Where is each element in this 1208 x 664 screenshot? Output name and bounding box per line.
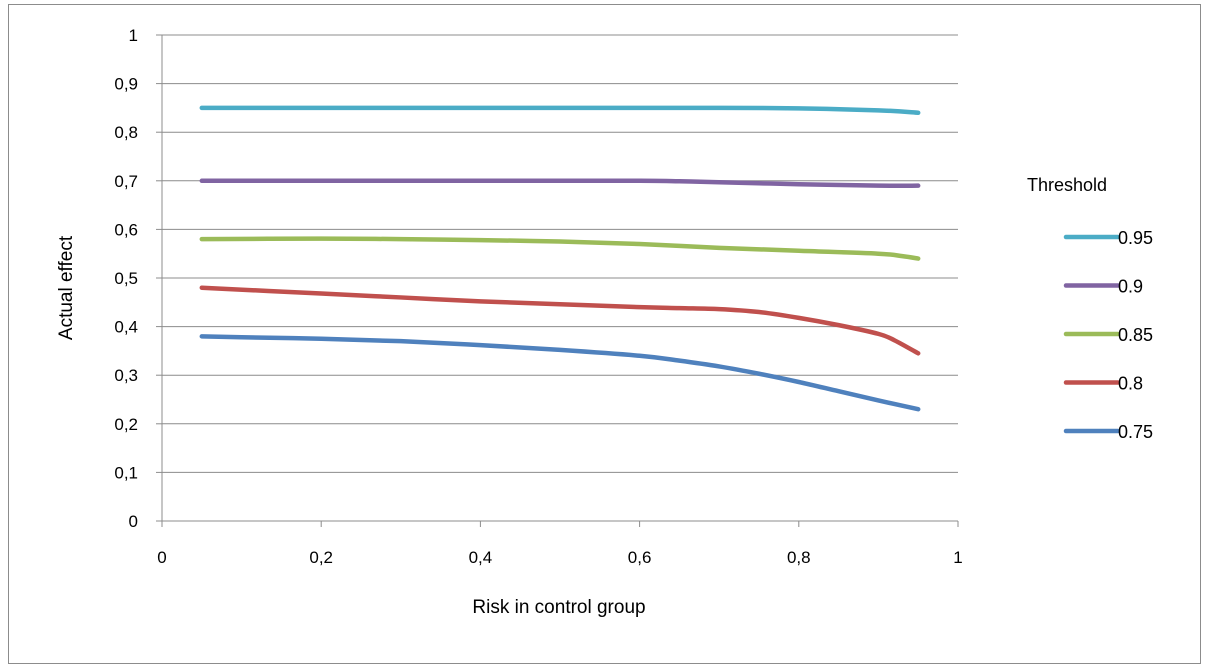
y-tick-label: 0,1	[114, 463, 138, 482]
tick-labels: 0 0,1 0,2 0,3 0,4 0,5 0,6 0,7 0,8 0,9 1 0 0,2 0,4 0,6 0…	[114, 26, 962, 567]
axes	[156, 34, 959, 527]
legend-label-0-85: 0.85	[1118, 325, 1153, 345]
legend-label-0-75: 0.75	[1118, 422, 1153, 442]
y-tick-label: 0,5	[114, 269, 138, 288]
y-tick-label: 0,3	[114, 366, 138, 385]
y-tick-label: 0	[129, 512, 138, 531]
gridlines	[162, 34, 958, 473]
legend-label-0-9: 0.9	[1118, 277, 1143, 297]
series-line-0-9	[199, 178, 921, 189]
x-tick-label: 0,6	[628, 548, 652, 567]
y-tick-label: 0,9	[114, 75, 138, 94]
series-line-0-85	[199, 236, 921, 261]
series-lines	[199, 105, 921, 412]
x-tick-label: 0	[157, 548, 166, 567]
x-tick-label: 0,2	[309, 548, 333, 567]
x-tick-label: 0,4	[469, 548, 493, 567]
y-tick-label: 0,4	[114, 318, 138, 337]
y-tick-label: 0,2	[114, 415, 138, 434]
legend-items: 0.95 0.9 0.85 0.8 0.75	[1063, 228, 1153, 442]
y-axis-title: Actual effect	[56, 235, 77, 340]
series-line-0-75	[199, 334, 921, 412]
y-tick-label: 0,6	[114, 220, 138, 239]
x-tick-label: 1	[953, 548, 962, 567]
y-tick-label: 0,8	[114, 123, 138, 142]
legend-label-0-95: 0.95	[1118, 228, 1153, 248]
y-tick-label: 0,7	[114, 172, 138, 191]
x-axis-title: Risk in control group	[472, 597, 645, 618]
x-tick-label: 0,8	[787, 548, 811, 567]
legend-title: Threshold	[1027, 175, 1107, 195]
legend-label-0-8: 0.8	[1118, 374, 1143, 394]
series-line-0-95	[199, 105, 921, 116]
chart-area	[8, 4, 1201, 664]
series-line-0-8	[199, 285, 921, 356]
legend: Threshold 0.95 0.9 0.85 0.8 0.75	[1027, 175, 1153, 442]
y-tick-label: 1	[129, 26, 138, 45]
